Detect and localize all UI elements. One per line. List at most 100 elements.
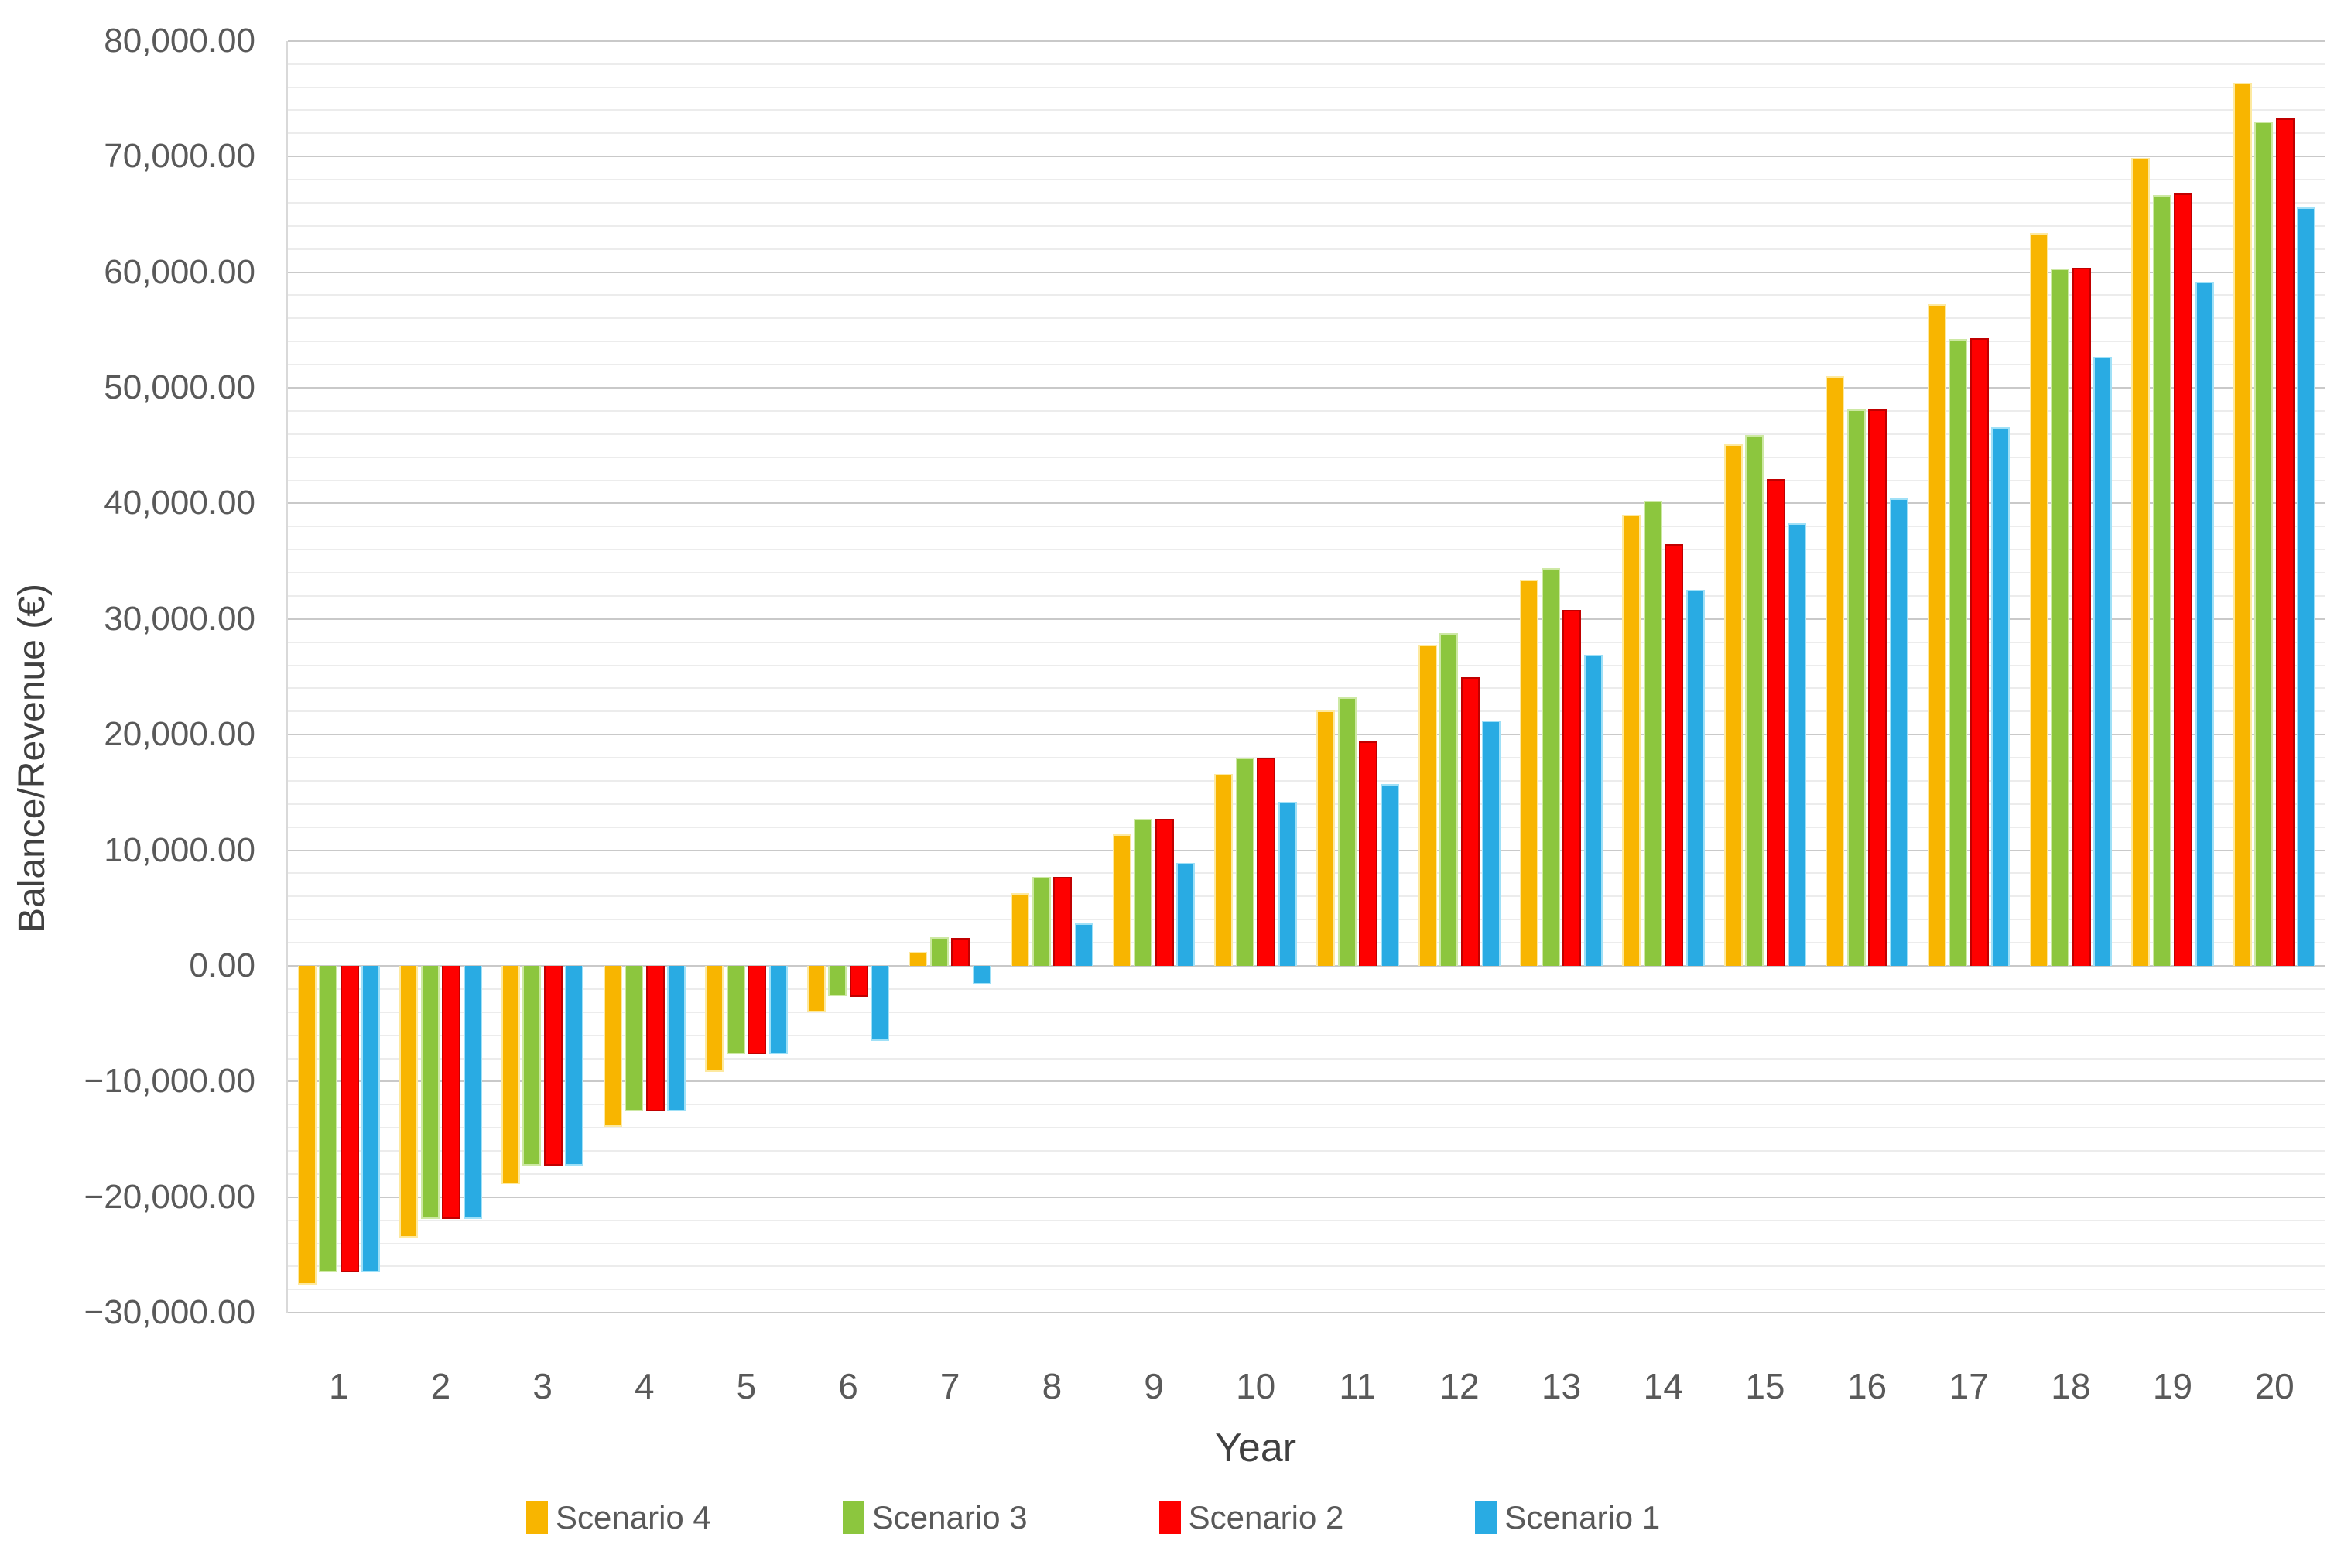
minor-gridline bbox=[288, 294, 2325, 296]
minor-gridline bbox=[288, 317, 2325, 320]
legend: Scenario 4 Scenario 3 Scenario 2 Scenario 1 bbox=[526, 1501, 1660, 1534]
legend-label: Scenario 2 bbox=[1188, 1499, 1344, 1535]
bar bbox=[1927, 304, 1946, 966]
minor-gridline bbox=[288, 63, 2325, 65]
bar bbox=[1155, 819, 1174, 966]
bar bbox=[543, 966, 563, 1166]
legend-item: Scenario 1 bbox=[1475, 1501, 1660, 1534]
bar bbox=[1788, 522, 1807, 966]
minor-gridline bbox=[288, 179, 2325, 181]
legend-swatch-icon bbox=[526, 1501, 548, 1534]
minor-gridline bbox=[288, 895, 2325, 898]
minor-gridline bbox=[288, 456, 2325, 458]
x-axis-tick-label: 6 bbox=[838, 1366, 858, 1406]
bar bbox=[1380, 784, 1399, 966]
bar bbox=[1359, 741, 1378, 966]
minor-gridline bbox=[288, 641, 2325, 643]
bar bbox=[2029, 232, 2048, 966]
bar bbox=[1337, 697, 1357, 966]
y-axis-title: Balance/Revenue (€) bbox=[12, 584, 53, 933]
y-axis-tick-label: 50,000.00 bbox=[104, 368, 255, 406]
bar bbox=[806, 966, 826, 1012]
bar bbox=[2254, 122, 2274, 966]
minor-gridline bbox=[288, 1034, 2325, 1036]
minor-gridline bbox=[288, 710, 2325, 713]
minor-gridline bbox=[288, 201, 2325, 204]
bar bbox=[1460, 676, 1480, 966]
bar bbox=[1176, 863, 1196, 966]
x-axis-tick-label: 15 bbox=[1745, 1366, 1785, 1406]
minor-gridline bbox=[288, 132, 2325, 135]
x-axis-tick-label: 10 bbox=[1236, 1366, 1276, 1406]
bar bbox=[603, 966, 622, 1127]
minor-gridline bbox=[288, 409, 2325, 412]
minor-gridline bbox=[288, 109, 2325, 111]
y-axis-tick-label: 30,000.00 bbox=[104, 599, 255, 638]
bar bbox=[1685, 590, 1705, 966]
minor-gridline bbox=[288, 364, 2325, 366]
bar bbox=[2131, 157, 2151, 966]
x-axis-tick-label: 14 bbox=[1643, 1366, 1683, 1406]
minor-gridline bbox=[288, 872, 2325, 875]
bar bbox=[909, 952, 928, 966]
bar bbox=[1235, 758, 1254, 966]
major-gridline bbox=[288, 849, 2325, 851]
bar bbox=[951, 938, 970, 966]
x-axis-tick-label: 19 bbox=[2152, 1366, 2193, 1406]
legend-label: Scenario 3 bbox=[871, 1499, 1028, 1535]
minor-gridline bbox=[288, 248, 2325, 250]
bar bbox=[1723, 444, 1743, 966]
x-axis-tick-label: 8 bbox=[1042, 1366, 1063, 1406]
bar bbox=[667, 966, 686, 1112]
bar bbox=[1583, 655, 1603, 966]
bar bbox=[463, 966, 482, 1220]
minor-gridline bbox=[288, 1219, 2325, 1221]
bar bbox=[2195, 281, 2214, 966]
minor-gridline bbox=[288, 1265, 2325, 1268]
bar bbox=[420, 966, 440, 1220]
bar bbox=[361, 966, 381, 1272]
major-gridline bbox=[288, 502, 2325, 505]
bar bbox=[1520, 580, 1539, 966]
bar bbox=[399, 966, 419, 1238]
legend-item: Scenario 4 bbox=[526, 1501, 711, 1534]
minor-gridline bbox=[288, 988, 2325, 990]
bar bbox=[1868, 409, 1887, 966]
minor-gridline bbox=[288, 1150, 2325, 1152]
major-gridline bbox=[288, 1196, 2325, 1198]
minor-gridline bbox=[288, 526, 2325, 528]
bar bbox=[1278, 801, 1297, 966]
minor-gridline bbox=[288, 86, 2325, 88]
y-axis-line bbox=[286, 40, 288, 1313]
minor-gridline bbox=[288, 549, 2325, 551]
bar bbox=[2072, 267, 2091, 966]
x-axis-tick-label: 4 bbox=[634, 1366, 655, 1406]
bar bbox=[705, 966, 724, 1073]
y-axis-tick-label: −20,000.00 bbox=[84, 1177, 255, 1216]
x-axis-tick-label: 3 bbox=[532, 1366, 553, 1406]
bar bbox=[1439, 632, 1459, 966]
x-axis-tick-label: 16 bbox=[1846, 1366, 1887, 1406]
bar bbox=[1766, 479, 1785, 966]
y-axis-tick-label: 0.00 bbox=[189, 947, 255, 984]
bar bbox=[1134, 819, 1153, 966]
bar bbox=[1074, 923, 1093, 966]
bar bbox=[565, 966, 584, 1166]
bar bbox=[828, 966, 847, 996]
major-gridline bbox=[288, 1312, 2325, 1314]
bar bbox=[319, 966, 338, 1272]
bar bbox=[1053, 876, 1073, 966]
minor-gridline bbox=[288, 803, 2325, 805]
minor-gridline bbox=[288, 1173, 2325, 1175]
minor-gridline bbox=[288, 1011, 2325, 1013]
bar bbox=[645, 966, 665, 1112]
minor-gridline bbox=[288, 664, 2325, 666]
bar bbox=[2233, 82, 2252, 966]
bar bbox=[1112, 834, 1131, 966]
bar bbox=[748, 966, 767, 1054]
bar bbox=[1541, 568, 1560, 966]
minor-gridline bbox=[288, 919, 2325, 921]
bar bbox=[2093, 356, 2113, 966]
legend-item: Scenario 2 bbox=[1158, 1499, 1344, 1535]
minor-gridline bbox=[288, 1057, 2325, 1060]
